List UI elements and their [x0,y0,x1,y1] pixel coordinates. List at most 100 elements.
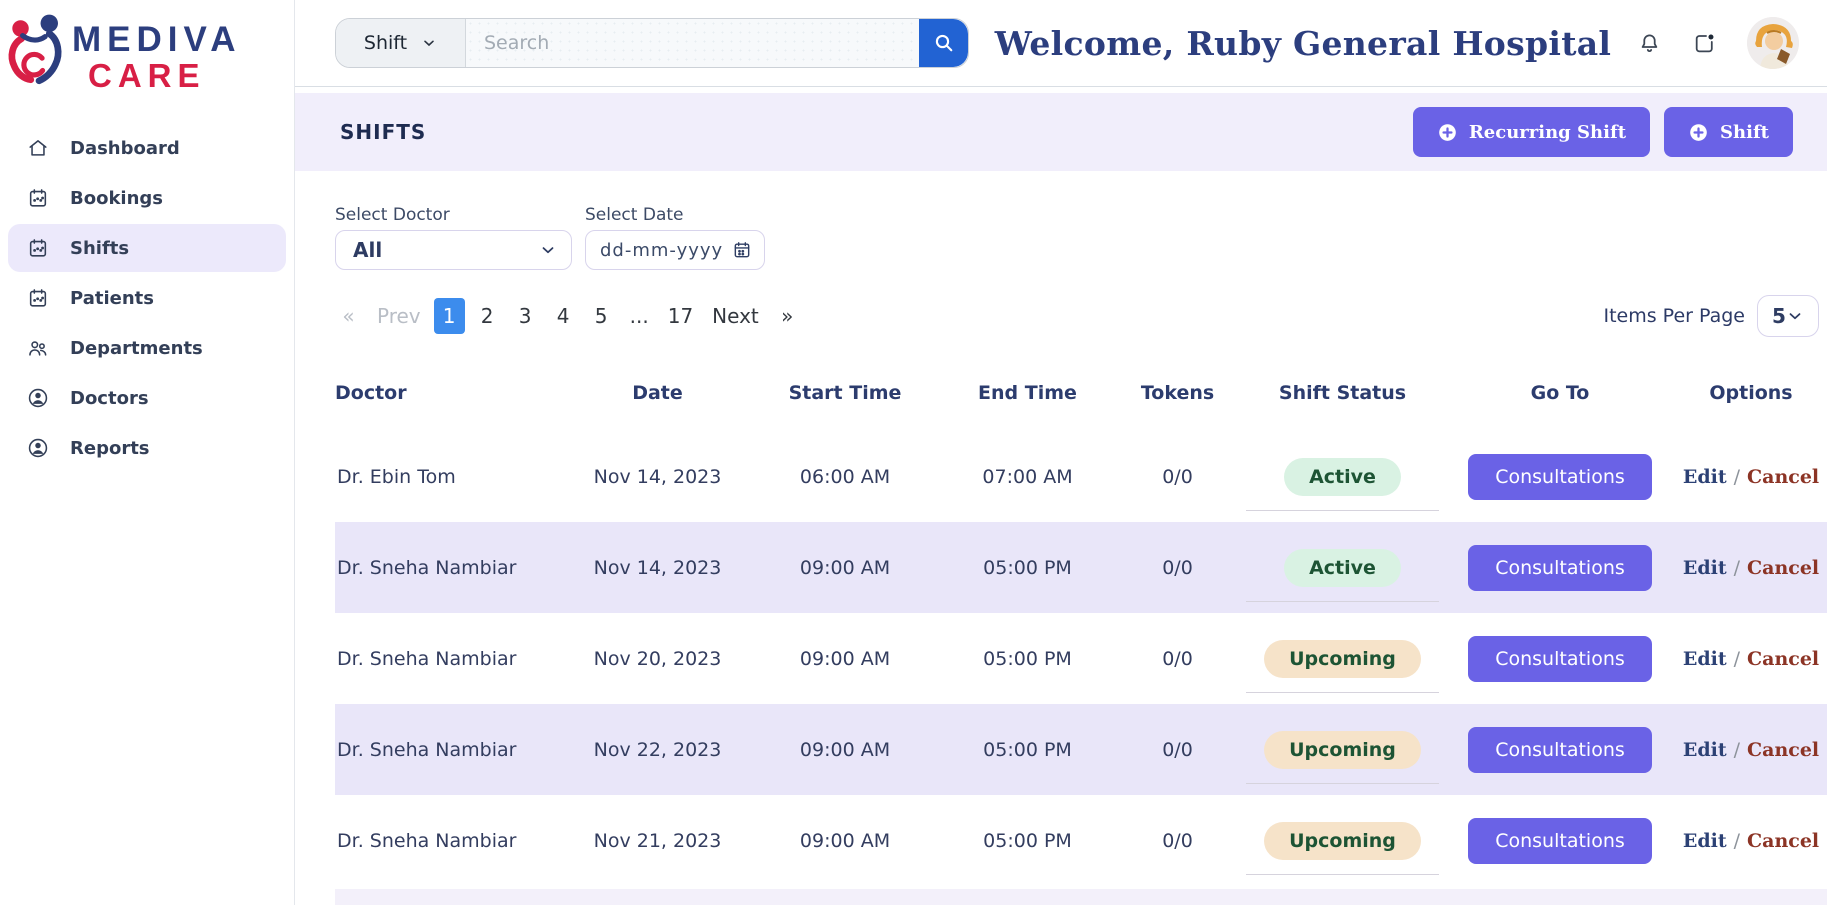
items-per-page-value: 5 [1772,304,1786,328]
cell-start-time: 09:00 AM [799,647,891,670]
pagination-item[interactable]: 17 [667,304,694,328]
consultations-button[interactable]: Consultations [1468,817,1652,864]
brand-name-primary: MEDIVA [72,20,242,59]
consultations-button[interactable]: Consultations [1468,544,1652,591]
pagination-item[interactable]: 3 [518,304,532,328]
cell-options: Edit / Cancel [1675,795,1827,886]
cell-doctor: Dr. Sneha Nambiar [337,738,517,761]
table-column-header: Tokens [1140,382,1215,404]
cell-end-time: 05:00 PM [983,738,1072,761]
status-badge: Upcoming [1264,639,1421,678]
consultations-button[interactable]: Consultations [1468,453,1652,500]
search-button[interactable] [919,19,968,67]
options-separator: / [1733,738,1741,761]
doctor-select[interactable]: All [335,230,572,270]
pagination-item[interactable]: ... [629,304,649,328]
cell-doctor: Dr. Sneha Nambiar [337,829,517,852]
search-input[interactable] [466,19,919,67]
sidebar-item-shifts[interactable]: Shifts [8,224,286,272]
search-category-select[interactable]: Shift [336,19,466,67]
sidebar-item-label: Reports [70,437,150,459]
cancel-link[interactable]: Cancel [1747,647,1820,670]
consultations-button[interactable]: Consultations [1468,635,1652,682]
items-per-page-label: Items Per Page [1603,305,1745,327]
cancel-link[interactable]: Cancel [1747,556,1820,579]
sidebar-item-departments[interactable]: Departments [8,324,286,372]
table-header: Doctor Date Start Time End Time Tokens S… [335,382,1827,404]
pagination-item[interactable]: 5 [594,304,608,328]
cell-doctor: Dr. Sneha Nambiar [337,647,517,670]
bell-icon[interactable] [1637,31,1662,56]
search-bar: Shift [335,18,969,68]
sidebar-item-patients[interactable]: Patients [8,274,286,322]
search-icon [935,34,952,52]
calendar-icon [27,187,49,209]
table-column-header: Go To [1530,382,1590,404]
sidebar-item-bookings[interactable]: Bookings [8,174,286,222]
cell-shift-status: Upcoming [1240,613,1445,704]
table-column-header: End Time [978,382,1077,404]
sidebar-item-label: Shifts [70,237,130,259]
sidebar-item-label: Patients [70,287,154,309]
shifts-table: Dr. Ebin Tom Nov 14, 2023 06:00 AM 07:00… [335,431,1827,886]
pagination-item[interactable]: « [342,304,355,328]
cell-tokens: 0/0 [1162,556,1193,579]
cell-tokens: 0/0 [1162,829,1193,852]
status-badge: Upcoming [1264,821,1421,860]
items-per-page-select[interactable]: 5 [1757,295,1819,337]
pagination-item[interactable]: Next [712,304,759,328]
cell-date: Nov 22, 2023 [593,738,722,761]
pagination: « Prev 1 2 3 4 5 ... 17 Next [333,298,803,334]
table-row: Dr. Ebin Tom Nov 14, 2023 06:00 AM 07:00… [335,431,1827,522]
cell-date: Nov 21, 2023 [593,829,722,852]
options-separator: / [1733,647,1741,670]
cell-go-to: Consultations [1445,704,1675,795]
status-badge: Active [1284,457,1401,496]
next-row-partial [335,889,1827,905]
date-input[interactable]: dd-mm-yyyy [585,230,765,270]
cell-doctor: Dr. Sneha Nambiar [337,556,517,579]
avatar[interactable] [1747,17,1799,69]
edit-link[interactable]: Edit [1682,829,1727,852]
pagination-row: « Prev 1 2 3 4 5 ... 17 Next [295,295,1827,337]
select-doctor-label: Select Doctor [335,205,450,225]
brand-name-secondary: CARE [88,57,206,94]
edit-link[interactable]: Edit [1682,647,1727,670]
pagination-item[interactable]: » [781,304,794,328]
status-badge: Active [1284,548,1401,587]
cancel-link[interactable]: Cancel [1747,465,1820,488]
options-separator: / [1733,829,1741,852]
page-title-bar: SHIFTS Recurring Shift Shift [295,93,1827,171]
cell-go-to: Consultations [1445,431,1675,522]
recurring-shift-button[interactable]: Recurring Shift [1412,107,1651,157]
date-input-value: dd-mm-yyyy [600,239,724,261]
table-column-header: Shift Status [1278,382,1407,404]
pagination-item[interactable]: Prev [377,304,421,328]
sidebar-nav: Dashboard Bookings Shifts Patients [0,124,294,472]
sidebar-item-label: Doctors [70,387,149,409]
pagination-item[interactable]: 4 [556,304,570,328]
doctor-select-value: All [353,238,383,262]
edit-link[interactable]: Edit [1682,738,1727,761]
cancel-link[interactable]: Cancel [1747,738,1820,761]
edit-link[interactable]: Edit [1682,556,1727,579]
cell-options: Edit / Cancel [1675,522,1827,613]
sidebar-item-doctors[interactable]: Doctors [8,374,286,422]
brand-logo: MEDIVA CARE [0,12,294,108]
cell-date: Nov 14, 2023 [593,465,722,488]
cancel-link[interactable]: Cancel [1747,829,1820,852]
cell-shift-status: Upcoming [1240,795,1445,886]
table-row: Dr. Sneha Nambiar Nov 14, 2023 09:00 AM … [335,522,1827,613]
notification-square-icon[interactable] [1692,31,1717,56]
header-icons [1637,17,1799,69]
pagination-item[interactable]: 2 [480,304,494,328]
user-circle-icon [27,437,49,459]
cell-options: Edit / Cancel [1675,613,1827,704]
shift-button[interactable]: Shift [1664,107,1793,157]
users-icon [27,337,49,359]
consultations-button[interactable]: Consultations [1468,726,1652,773]
sidebar-item-reports[interactable]: Reports [8,424,286,472]
sidebar-item-dashboard[interactable]: Dashboard [8,124,286,172]
pagination-item[interactable]: 1 [433,298,465,334]
edit-link[interactable]: Edit [1682,465,1727,488]
